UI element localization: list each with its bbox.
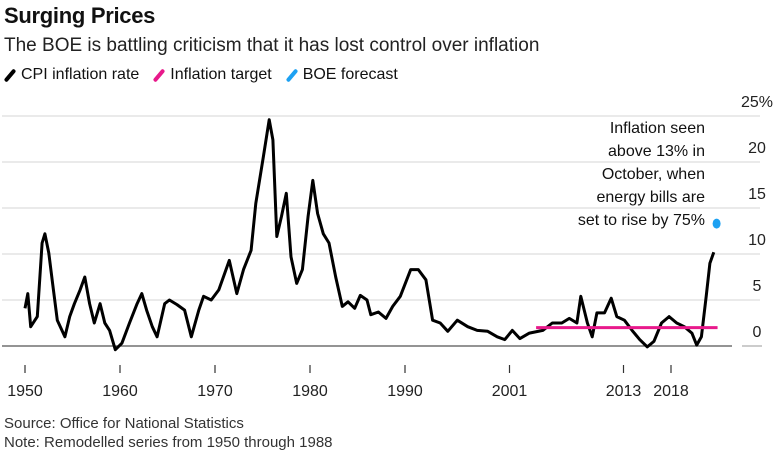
chart-title: Surging Prices	[4, 3, 156, 28]
annotation: Inflation seen above 13% in October, whe…	[578, 120, 705, 229]
y-tick-label: 15	[748, 186, 766, 203]
legend-item-forecast: BOE forecast	[285, 66, 398, 84]
y-tick-label: 5	[753, 278, 762, 295]
legend: CPI inflation rate Inflation target BOE …	[3, 66, 398, 84]
x-tick-label: 1980	[292, 383, 328, 400]
x-tick-label: 2018	[653, 383, 689, 400]
y-tick-label: 0	[753, 324, 762, 341]
legend-label-forecast: BOE forecast	[302, 66, 398, 83]
x-tick-label: 1960	[102, 383, 138, 400]
annotation-line: energy bills are	[597, 189, 706, 206]
annotation-line: October, when	[602, 166, 705, 183]
boe-forecast-point	[712, 218, 721, 229]
chart-subtitle: The BOE is battling criticism that it ha…	[4, 35, 540, 56]
x-tick-label: 2001	[492, 383, 528, 400]
annotation-line: above 13% in	[608, 143, 705, 160]
annotation-line: Inflation seen	[610, 120, 705, 137]
legend-item-target: Inflation target	[152, 66, 272, 84]
x-tick-label: 2013	[606, 383, 642, 400]
x-tick-label: 1990	[387, 383, 423, 400]
cpi-inflation-line	[23, 118, 716, 352]
annotation-line: set to rise by 75%	[578, 212, 705, 229]
y-tick-label: 10	[748, 232, 766, 249]
y-tick-label: 25%	[741, 94, 773, 111]
legend-item-cpi: CPI inflation rate	[3, 66, 140, 84]
source-note: Source: Office for National Statistics	[4, 415, 244, 432]
y-tick-label: 20	[748, 140, 766, 157]
x-tick-label: 1970	[197, 383, 233, 400]
legend-label-cpi: CPI inflation rate	[21, 66, 140, 83]
footnote: Note: Remodelled series from 1950 throug…	[4, 434, 333, 451]
legend-label-target: Inflation target	[170, 66, 272, 83]
x-tick-label: 1950	[7, 383, 43, 400]
